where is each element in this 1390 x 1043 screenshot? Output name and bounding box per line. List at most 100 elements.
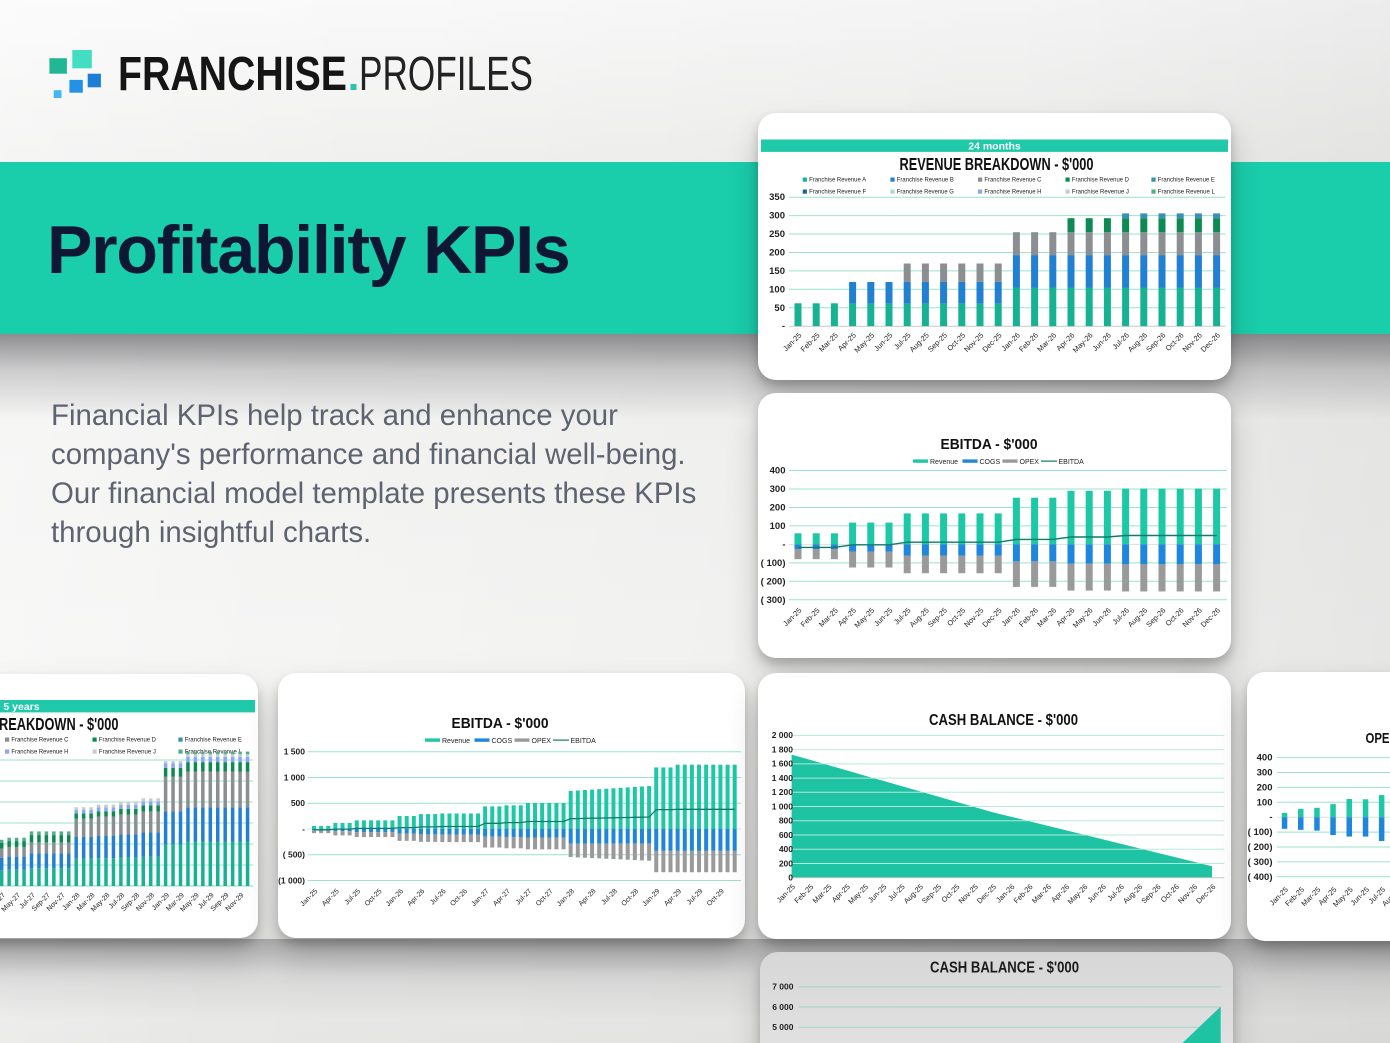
svg-text:FRANCHISE: FRANCHISE [118,49,347,101]
svg-text:Franchise Revenue A: Franchise Revenue A [809,176,867,183]
svg-text:100: 100 [1257,797,1273,808]
svg-text:Jan-28: Jan-28 [556,888,576,908]
svg-text:24 months: 24 months [968,140,1021,152]
svg-text:(1 000): (1 000) [278,875,305,885]
svg-text:Oct-26: Oct-26 [449,888,469,908]
svg-text:1 500: 1 500 [284,747,306,757]
svg-text:-: - [782,321,785,332]
svg-text:Mar-25: Mar-25 [817,331,840,354]
svg-text:Jun-26: Jun-26 [1090,331,1112,353]
svg-text:Apr-26: Apr-26 [407,888,427,908]
svg-text:200: 200 [779,858,793,868]
svg-text:( 100): ( 100) [1248,827,1273,838]
svg-text:Franchise Revenue E: Franchise Revenue E [185,736,242,743]
svg-text:Feb-25: Feb-25 [792,882,815,905]
svg-text:350: 350 [769,192,785,203]
svg-text:Dec-25: Dec-25 [980,606,1003,629]
svg-text:Apr-25: Apr-25 [321,888,341,908]
svg-text:( 400): ( 400) [1248,872,1273,883]
svg-text:Apr-27: Apr-27 [492,888,512,908]
svg-text:Jun-25: Jun-25 [872,331,894,353]
svg-text:Mar-26: Mar-26 [1035,331,1058,354]
svg-text:1 200: 1 200 [772,787,794,797]
svg-text:( 100): ( 100) [761,558,786,569]
svg-text:( 200): ( 200) [1248,842,1273,853]
svg-text:Dec-26: Dec-26 [1199,606,1222,629]
svg-text:Oct-29: Oct-29 [706,888,726,908]
svg-text:May-26: May-26 [1066,882,1090,906]
svg-text:Revenue: Revenue [930,459,958,466]
svg-text:Jan-27: Jan-27 [470,888,490,908]
svg-text:Dec-25: Dec-25 [975,882,998,905]
svg-text:May-25: May-25 [846,882,870,906]
svg-text:Mar-25: Mar-25 [817,606,840,629]
svg-text:Mar-26: Mar-26 [1030,882,1053,905]
svg-text:Jul-25: Jul-25 [344,888,363,907]
svg-text:200: 200 [769,248,785,259]
svg-text:Jul-29: Jul-29 [686,888,705,907]
svg-text:Dec-26: Dec-26 [1199,331,1222,354]
svg-text:1 400: 1 400 [772,773,794,783]
svg-text:EBITDA - $'000: EBITDA - $'000 [941,437,1038,453]
svg-text:May-25: May-25 [852,331,876,355]
svg-text:Feb-26: Feb-26 [1012,882,1035,905]
svg-text:5 000: 5 000 [772,1022,794,1032]
svg-text:6 000: 6 000 [772,1002,794,1012]
svg-text:Franchise Revenue D: Franchise Revenue D [99,736,156,743]
svg-text:Jan-29: Jan-29 [642,888,662,908]
svg-text:100: 100 [770,521,786,532]
svg-text:EBITDA: EBITDA [1059,459,1085,466]
svg-text:CASH BALANCE - $'000: CASH BALANCE - $'000 [930,960,1079,977]
svg-text:OPEX: OPEX [1020,459,1040,466]
svg-text:( 300): ( 300) [761,595,786,606]
svg-text:OPEX: OPEX [532,738,552,745]
svg-text:Oct-28: Oct-28 [621,888,641,908]
svg-text:300: 300 [769,211,785,222]
svg-text:400: 400 [770,466,786,477]
svg-text:Mar-25: Mar-25 [811,882,834,905]
svg-text:500: 500 [291,798,305,808]
svg-text:Sep-26: Sep-26 [1144,331,1167,354]
svg-text:Jun-25: Jun-25 [872,606,894,628]
svg-text:May-26: May-26 [1071,331,1095,355]
svg-text:Revenue: Revenue [442,738,470,745]
svg-text:EBITDA: EBITDA [571,738,597,745]
svg-text:Sep-25: Sep-25 [926,331,949,354]
svg-text:1 000: 1 000 [772,801,794,811]
svg-text:Franchise Revenue B: Franchise Revenue B [897,176,954,183]
svg-text:COGS: COGS [980,459,1001,466]
svg-text:200: 200 [1257,782,1273,793]
svg-text:1 800: 1 800 [772,744,794,754]
svg-text:( 500): ( 500) [283,850,305,860]
svg-text:-: - [782,539,785,550]
svg-text:COGS: COGS [492,738,513,745]
svg-text:Franchise Revenue F: Franchise Revenue F [809,188,866,195]
svg-text:Franchise Revenue G: Franchise Revenue G [897,188,954,195]
svg-text:Jun-26: Jun-26 [1090,606,1112,628]
svg-text:Oct-25: Oct-25 [364,888,384,908]
svg-text:Dec-25: Dec-25 [980,331,1003,354]
svg-text:Jul-28: Jul-28 [600,888,619,907]
svg-text:May-25: May-25 [852,606,876,630]
svg-text:( 300): ( 300) [1248,857,1273,868]
svg-text:Feb-26: Feb-26 [1017,606,1040,629]
svg-text:Apr-28: Apr-28 [578,888,598,908]
svg-text:Jul-26: Jul-26 [429,888,448,907]
svg-text:Feb-25: Feb-25 [799,331,822,354]
svg-text:Jan-25: Jan-25 [299,888,319,908]
svg-text:600: 600 [779,830,793,840]
svg-text:Franchise Revenue J: Franchise Revenue J [1072,188,1129,195]
svg-text:Franchise Revenue D: Franchise Revenue D [1072,176,1129,183]
svg-text:REVENUE BREAKDOWN - $'000: REVENUE BREAKDOWN - $'000 [0,714,119,734]
svg-text:Sep-25: Sep-25 [926,606,949,629]
svg-text:800: 800 [779,816,793,826]
svg-text:Franchise Revenue L: Franchise Revenue L [185,748,242,755]
svg-text:2 000: 2 000 [772,730,794,740]
svg-text:150: 150 [769,266,785,277]
svg-text:Jun-25: Jun-25 [1349,885,1371,907]
svg-text:Jan-26: Jan-26 [385,888,405,908]
svg-text:Franchise Revenue J: Franchise Revenue J [99,748,156,755]
svg-text:7 000: 7 000 [772,982,794,992]
svg-text:REVENUE BREAKDOWN - $'000: REVENUE BREAKDOWN - $'000 [900,154,1094,174]
svg-text:Franchise Revenue C: Franchise Revenue C [11,736,68,743]
